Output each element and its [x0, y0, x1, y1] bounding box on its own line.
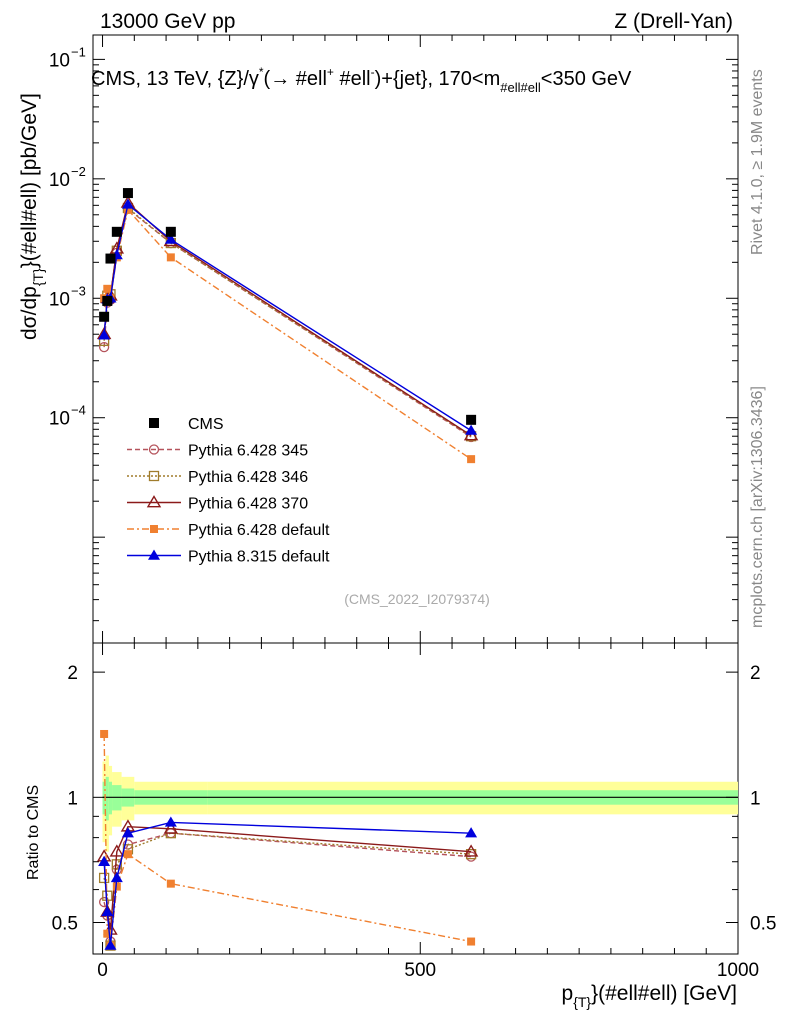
- legend-label-2: Pythia 6.428 346: [188, 469, 308, 486]
- y-tick-label: 10: [49, 170, 70, 191]
- ratio-3-point: [112, 882, 121, 891]
- analysis-watermark: (CMS_2022_I2079374): [344, 591, 490, 607]
- ratio-tick-label-right: 1: [750, 788, 761, 809]
- series-3-point: [467, 455, 476, 464]
- ratio-1-point: [98, 872, 110, 884]
- ratio-3-point: [166, 879, 175, 888]
- y-axis-label: dσ/dp{T}}(#ell#ell) [pb/GeV]: [18, 93, 46, 340]
- legend-label-1: Pythia 6.428 345: [188, 443, 308, 460]
- ratio-3-point: [103, 929, 112, 938]
- series-4-point: [164, 233, 177, 244]
- ratio-4-point: [104, 939, 117, 950]
- ratio-line-4: [103, 821, 472, 946]
- cms-data-point: [466, 414, 477, 425]
- y-tick-label: 10: [49, 289, 70, 310]
- ratio-2-point: [109, 844, 125, 857]
- y-tick-exponent: −2: [71, 164, 86, 179]
- band-inner-0: [102, 781, 106, 815]
- header-left: 13000 GeV pp: [100, 10, 235, 33]
- mcplots-label: mcplots.cern.ch [arXiv:1306.3436]: [749, 386, 766, 628]
- cms-data-point: [111, 226, 122, 237]
- series-4-point: [465, 424, 478, 435]
- ratio-tick-label-left: 2: [67, 663, 78, 684]
- series-0-point: [98, 341, 110, 353]
- ratio-4-point: [101, 905, 114, 917]
- ratio-line-1: [103, 832, 472, 946]
- series-line-0: [103, 207, 472, 438]
- series-4-point: [98, 329, 111, 340]
- series-line-3: [103, 208, 472, 460]
- ratio-tick-label-left: 0.5: [52, 914, 78, 935]
- y-tick-exponent: −3: [71, 283, 86, 298]
- ratio-tick-label-right: 0.5: [750, 914, 776, 935]
- header-right: Z (Drell-Yan): [614, 10, 733, 33]
- cms-data-point: [102, 295, 113, 306]
- ratio-y-axis-label: Ratio to CMS: [25, 785, 42, 880]
- ratio-line-0: [103, 832, 472, 942]
- legend-label-3: Pythia 6.428 370: [188, 496, 308, 513]
- x-axis-label: p{T}}(#ell#ell) [GeV]: [562, 982, 738, 1010]
- ratio-4-point: [121, 827, 134, 838]
- ratio-4-point: [164, 816, 177, 827]
- legend-cms-marker: [149, 418, 159, 428]
- cms-data-point: [99, 311, 110, 322]
- ratio-4-point: [98, 855, 111, 866]
- y-tick-exponent: −1: [71, 44, 86, 59]
- cms-data-point: [165, 226, 176, 237]
- legend-marker-2: [148, 470, 160, 482]
- ratio-4-point: [465, 827, 478, 838]
- legend-label-5: Pythia 8.315 default: [188, 549, 330, 566]
- rivet-label: Rivet 4.1.0, ≥ 1.9M events: [749, 69, 766, 255]
- ratio-line-3: [103, 733, 472, 946]
- series-4-point: [121, 198, 134, 209]
- ratio-3-point: [123, 850, 132, 859]
- legend-marker-4: [150, 525, 158, 533]
- legend-marker-5: [148, 549, 160, 560]
- series-3-point: [123, 205, 132, 214]
- ratio-4-point: [110, 871, 123, 883]
- ratio-3-point: [100, 729, 109, 738]
- ratio-uncertainty-bands: [102, 755, 739, 852]
- plot-title: CMS, 13 TeV, {Z}/γ*(→ #ell+ #ell-)+{jet}…: [91, 65, 632, 95]
- ratio-3-point: [467, 937, 476, 946]
- ratio-tick-label-left: 1: [67, 788, 78, 809]
- ratio-2-point: [463, 844, 479, 857]
- legend-label-0: CMS: [188, 416, 224, 433]
- legend: CMS Pythia 6.428 345 Pythia 6.428 346 Pythi…: [127, 416, 330, 566]
- legend-marker-1: [148, 444, 160, 455]
- ratio-tick-label-right: 2: [750, 663, 761, 684]
- cms-data-point: [122, 188, 133, 199]
- ratio-series-group: [96, 729, 479, 951]
- ratio-line-2: [103, 825, 472, 931]
- series-3-point: [103, 284, 112, 293]
- x-tick-label: 0: [97, 960, 108, 981]
- legend-marker-3: [146, 495, 162, 508]
- cms-data-point: [105, 253, 116, 264]
- series-3-point: [166, 253, 175, 262]
- band-inner-2: [108, 781, 113, 815]
- y-tick-label: 10: [49, 50, 70, 71]
- band-inner-1: [105, 776, 109, 821]
- main-series-group: [96, 188, 479, 464]
- legend-label-4: Pythia 6.428 default: [188, 522, 330, 539]
- x-tick-label: 1000: [717, 960, 759, 981]
- ratio-0-point: [98, 896, 110, 908]
- ratio-2-point: [163, 821, 179, 834]
- y-tick-exponent: −4: [71, 403, 86, 418]
- x-tick-label: 500: [404, 960, 436, 981]
- series-line-2: [103, 201, 472, 437]
- y-tick-label: 10: [49, 409, 70, 430]
